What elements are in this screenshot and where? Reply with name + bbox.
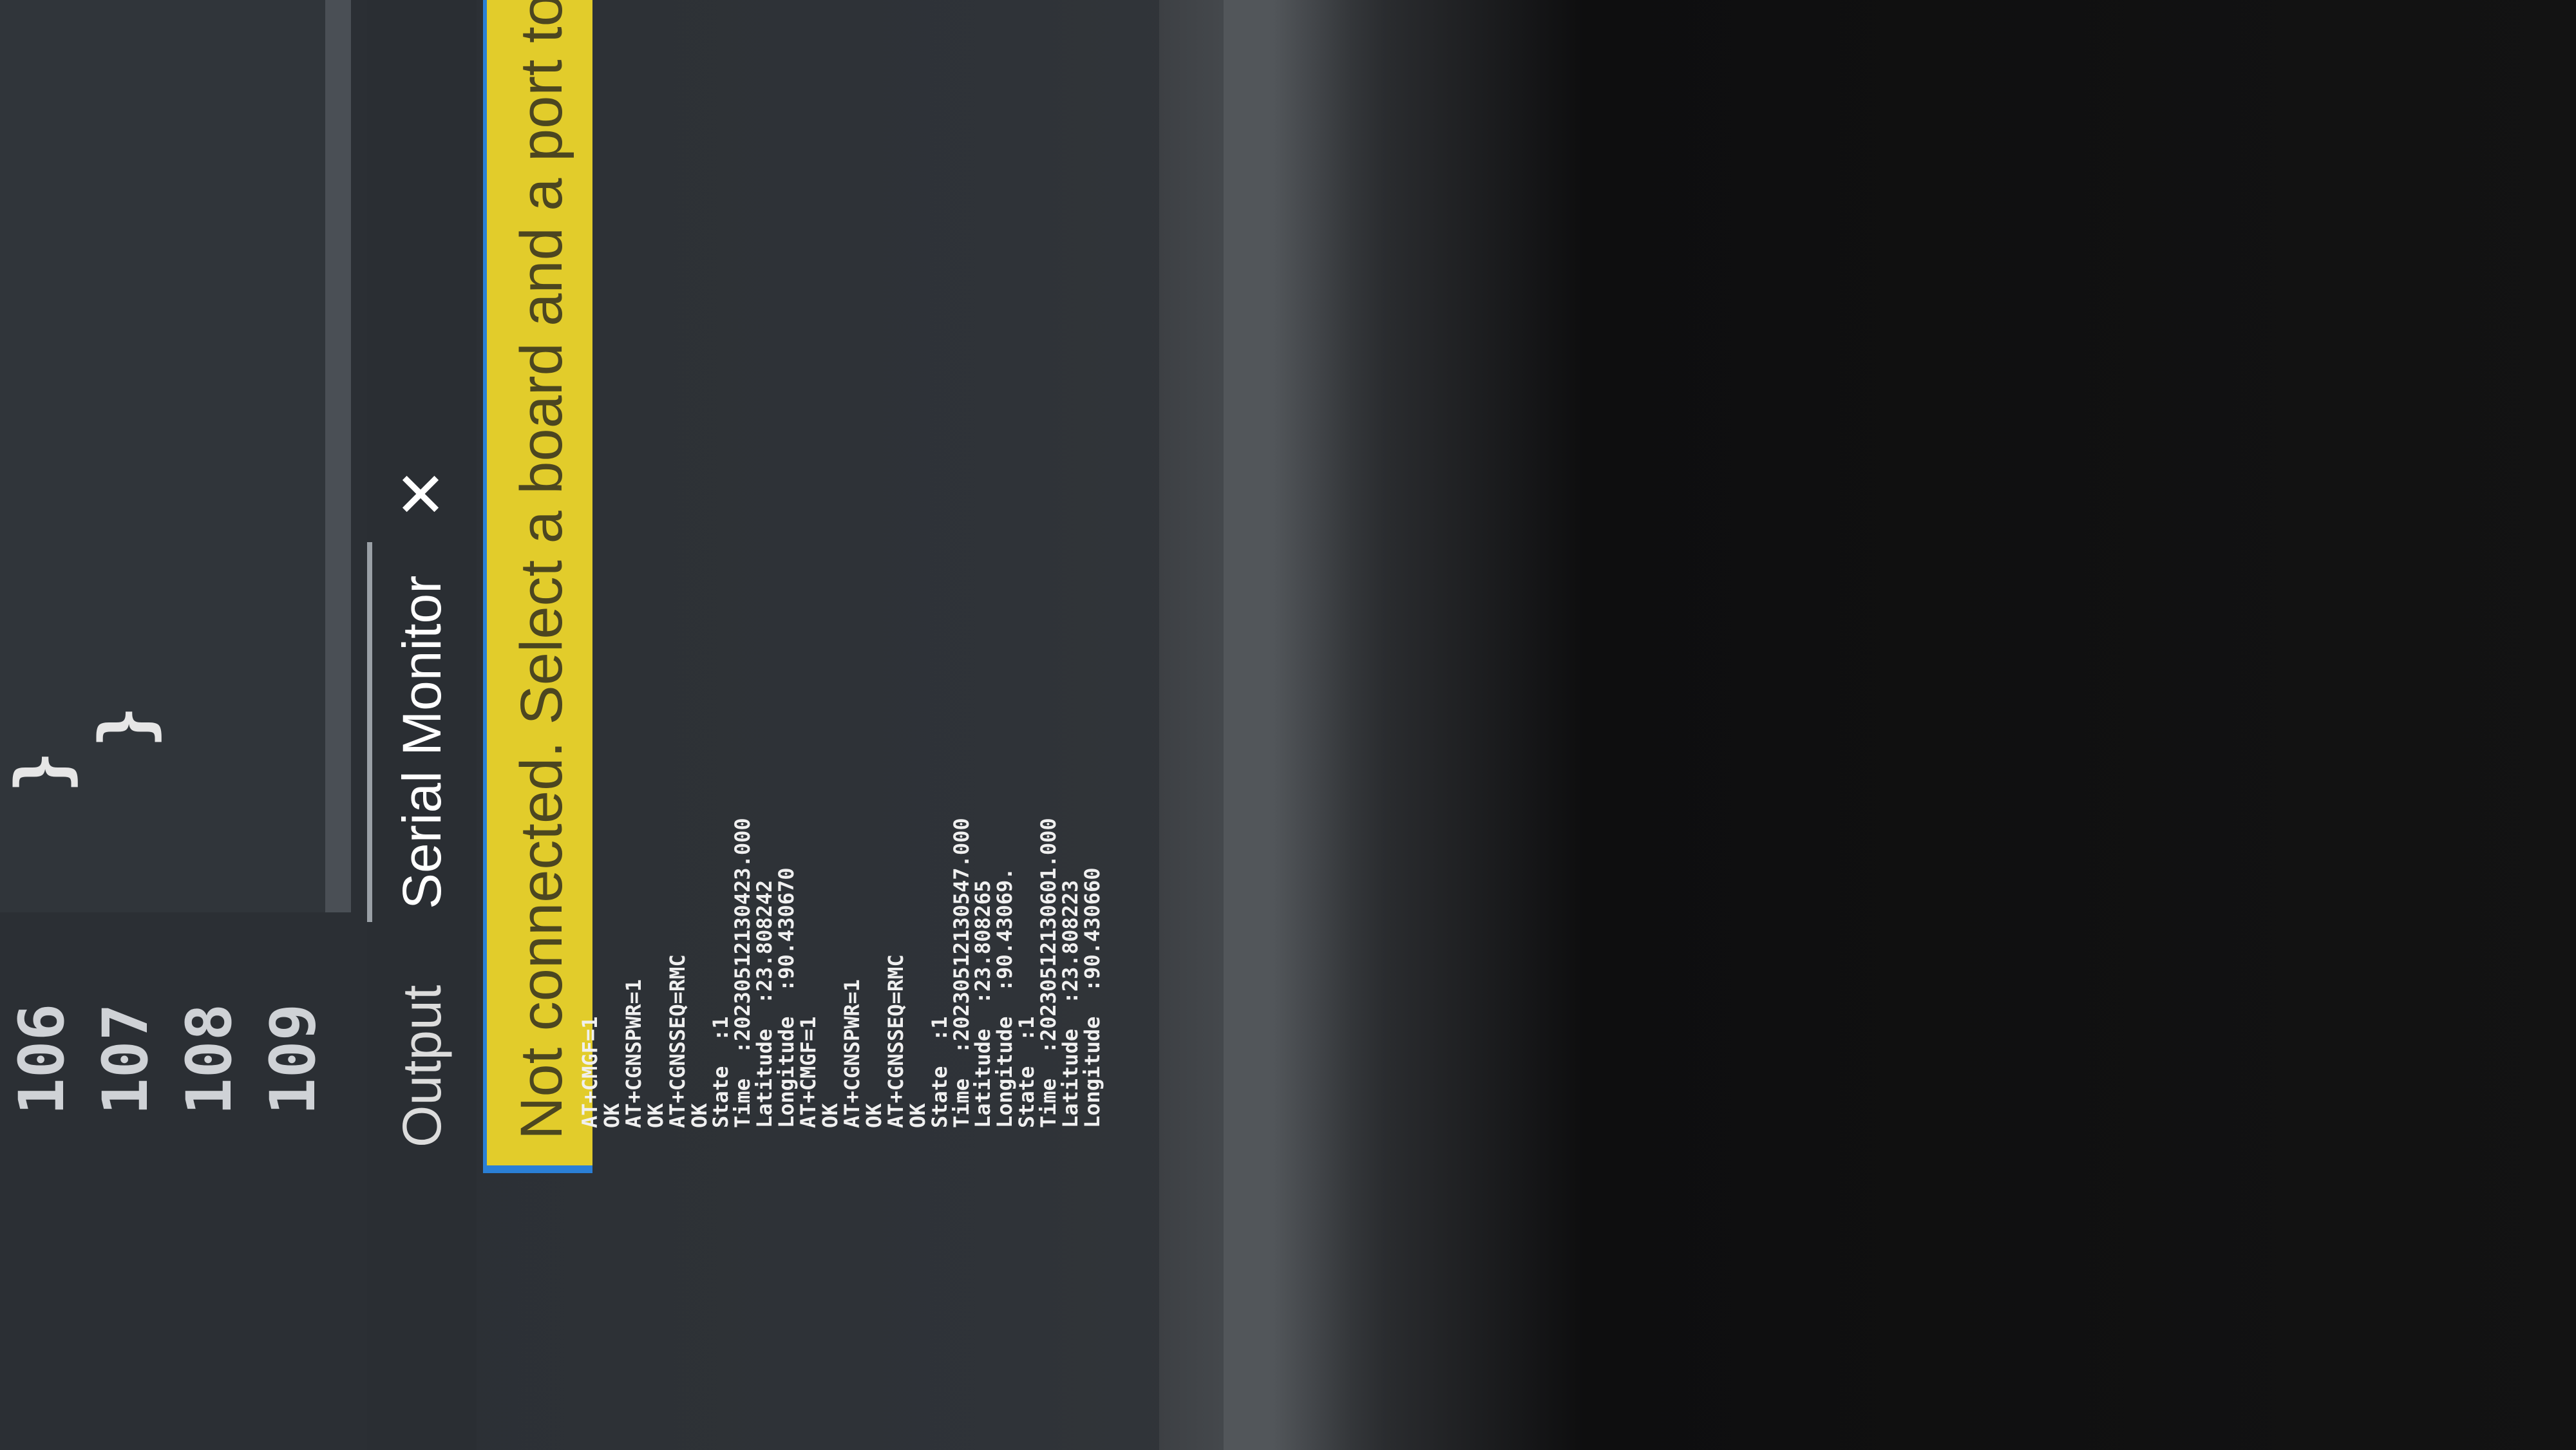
serial-line: OK xyxy=(818,1103,843,1128)
monitor-bezel xyxy=(1159,0,2576,1450)
serial-line: OK xyxy=(599,1103,624,1128)
serial-line: AT+CGNSPWR=1 xyxy=(839,979,864,1128)
serial-line: AT+CGNSSEQ=RMC xyxy=(883,954,908,1128)
serial-line: OK xyxy=(905,1103,930,1128)
serial-output-log[interactable]: AT+CMGF=1 OK AT+CGNSPWR=1 OK AT+CGNSSEQ=RMC O… xyxy=(0,0,1159,1450)
serial-line: Time :20230512130601.000 xyxy=(1036,818,1061,1128)
serial-line: Longitude :90.430660 xyxy=(1080,867,1104,1128)
serial-line: Time :20230512130547.000 xyxy=(949,818,974,1128)
serial-line: Latitude :23.808223 xyxy=(1058,880,1083,1128)
serial-line: AT+CGNSPWR=1 xyxy=(621,979,646,1128)
serial-line: AT+CMGF=1 xyxy=(796,1016,821,1128)
serial-line: Latitude :23.808265 xyxy=(971,880,996,1128)
serial-line: Time :20230512130423.000 xyxy=(730,818,755,1128)
serial-line: State :1 xyxy=(1014,1016,1039,1128)
serial-line: State :1 xyxy=(927,1016,952,1128)
serial-line: OK xyxy=(643,1103,668,1128)
serial-line: Longitude :90.43069. xyxy=(992,867,1018,1128)
ide-window: 106 107 108 109 } } Output Serial Monito… xyxy=(0,0,1159,1450)
serial-line: AT+CGNSSEQ=RMC xyxy=(665,954,690,1128)
bezel-highlight xyxy=(1224,0,1352,1450)
serial-line: State :1 xyxy=(708,1016,734,1128)
serial-line: AT+CMGF=1 xyxy=(578,1016,602,1128)
serial-line: OK xyxy=(687,1103,712,1128)
serial-line: Longitude :90.430670 xyxy=(774,867,799,1128)
serial-line: OK xyxy=(861,1103,886,1128)
serial-line: Latitude :23.808242 xyxy=(752,880,777,1128)
